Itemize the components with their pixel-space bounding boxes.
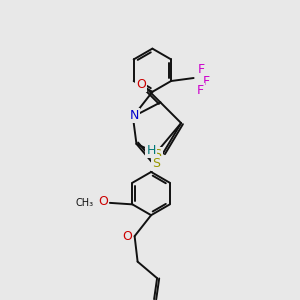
Text: F: F xyxy=(196,84,204,97)
Text: O: O xyxy=(122,230,132,243)
Text: S: S xyxy=(152,157,160,170)
Text: O: O xyxy=(98,195,108,208)
Text: O: O xyxy=(136,78,146,91)
Text: CH₃: CH₃ xyxy=(75,199,93,208)
Text: S: S xyxy=(154,148,161,161)
Text: F: F xyxy=(202,74,210,88)
Text: H: H xyxy=(146,144,156,157)
Text: F: F xyxy=(197,62,205,76)
Text: N: N xyxy=(130,109,139,122)
